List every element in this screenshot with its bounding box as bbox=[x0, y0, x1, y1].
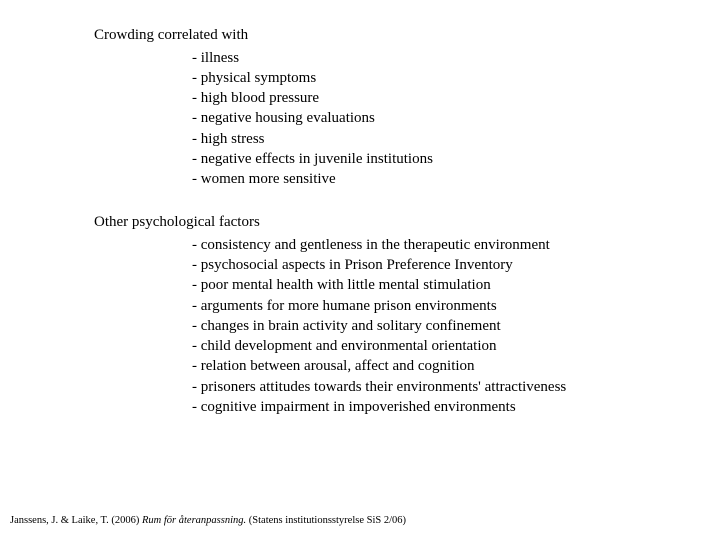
list-item: - relation between arousal, affect and c… bbox=[192, 356, 720, 376]
list-item: - high blood pressure bbox=[192, 88, 720, 108]
list-item: - women more sensitive bbox=[192, 169, 720, 189]
citation-title: Rum för återanpassning. bbox=[142, 515, 249, 526]
section2-list: - consistency and gentleness in the ther… bbox=[192, 235, 720, 417]
section2-heading: Other psychological factors bbox=[94, 213, 720, 233]
list-item: - child development and environmental or… bbox=[192, 336, 720, 356]
citation-rest: (Statens institutionsstyrelse SiS 2/06) bbox=[249, 515, 406, 526]
list-item: - illness bbox=[192, 48, 720, 68]
list-item: - poor mental health with little mental … bbox=[192, 275, 720, 295]
list-item: - negative housing evaluations bbox=[192, 108, 720, 128]
slide-content: Crowding correlated with - illness - phy… bbox=[0, 0, 720, 417]
section1-heading: Crowding correlated with bbox=[94, 26, 720, 46]
list-item: - psychosocial aspects in Prison Prefere… bbox=[192, 255, 720, 275]
section1-list: - illness - physical symptoms - high blo… bbox=[192, 48, 720, 190]
citation-authors: Janssens, J. & Laike, T. (2006) bbox=[10, 515, 142, 526]
citation: Janssens, J. & Laike, T. (2006) Rum för … bbox=[10, 515, 406, 526]
section-gap bbox=[94, 189, 720, 213]
list-item: - cognitive impairment in impoverished e… bbox=[192, 397, 720, 417]
list-item: - physical symptoms bbox=[192, 68, 720, 88]
list-item: - changes in brain activity and solitary… bbox=[192, 316, 720, 336]
list-item: - arguments for more humane prison envir… bbox=[192, 296, 720, 316]
list-item: - consistency and gentleness in the ther… bbox=[192, 235, 720, 255]
list-item: - negative effects in juvenile instituti… bbox=[192, 149, 720, 169]
list-item: - prisoners attitudes towards their envi… bbox=[192, 377, 720, 397]
list-item: - high stress bbox=[192, 129, 720, 149]
